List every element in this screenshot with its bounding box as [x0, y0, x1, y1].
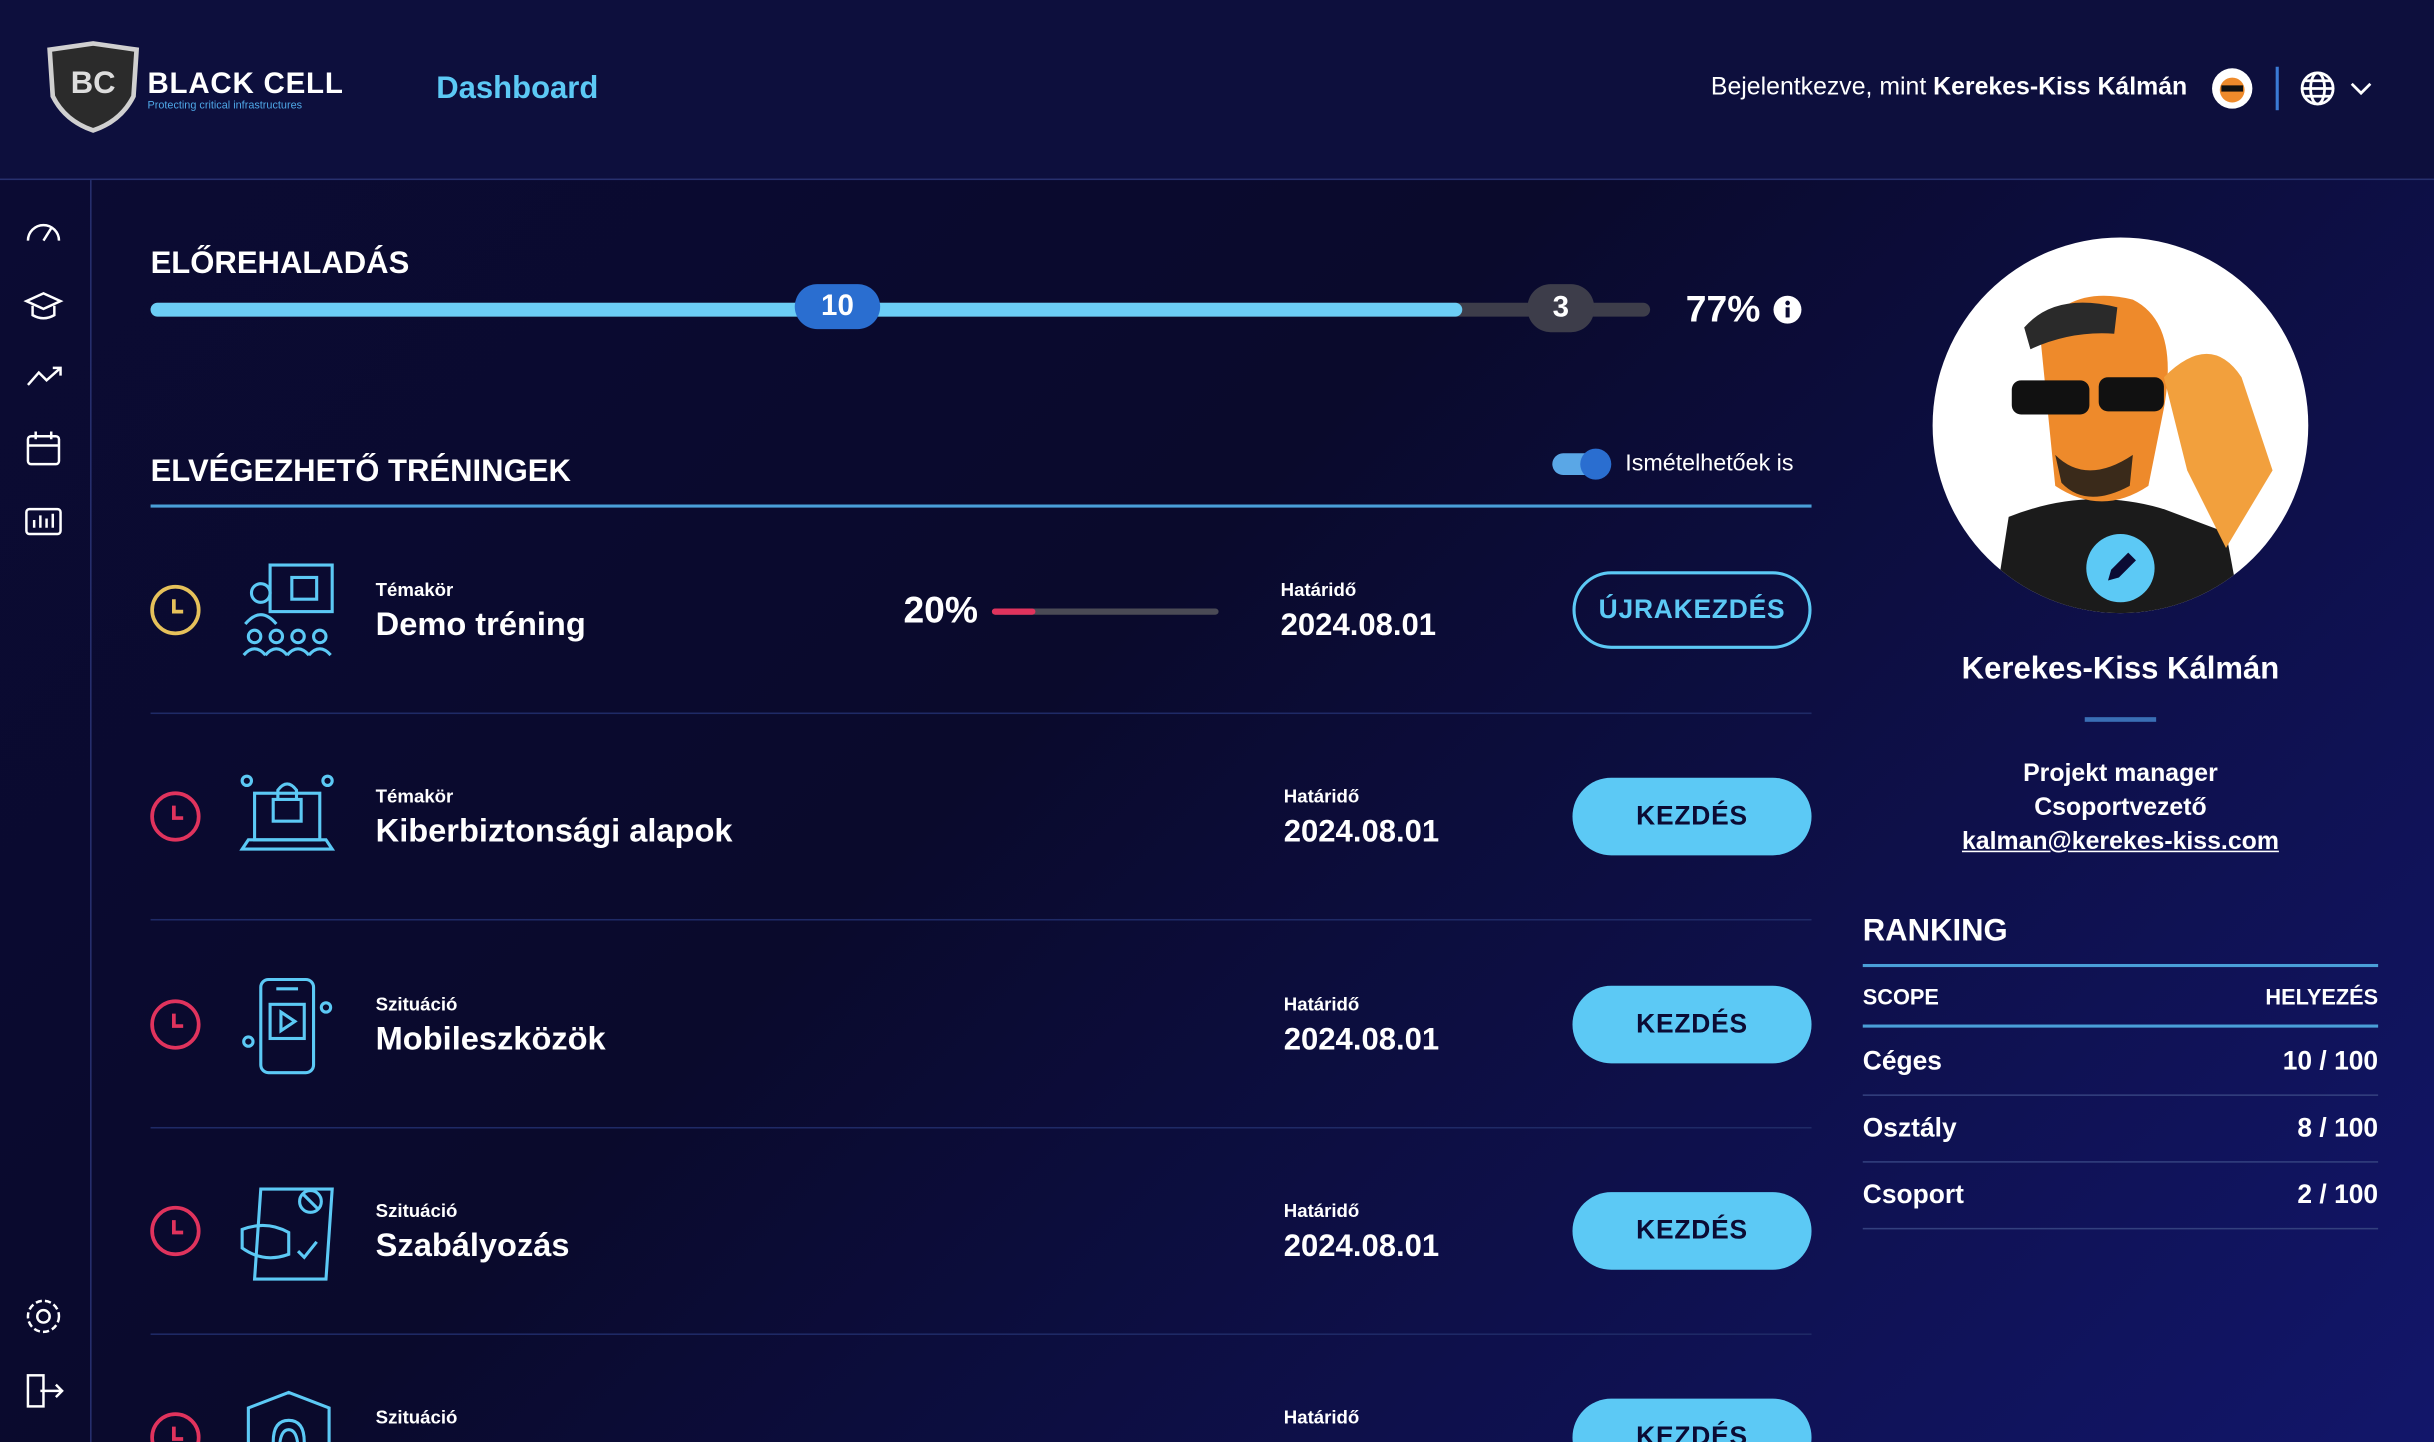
name-underline [2084, 717, 2157, 722]
logged-in: Bejelentkezve, mint Kerekes-Kiss Kálmán [1711, 75, 2187, 103]
progress-percent: 77% [1685, 288, 1761, 331]
training-category: Szituáció [375, 1406, 458, 1429]
training-title: Kiberbiztonsági alapok [375, 813, 733, 850]
row-divider [150, 712, 1812, 715]
deadline-label: Határidő [1283, 1199, 1360, 1222]
status-clock [150, 1412, 201, 1442]
header [0, 0, 2434, 181]
deadline: 2024.08.01 [1283, 1229, 1440, 1264]
ranking-scope: Csoport [1862, 1179, 1964, 1210]
training-title: Demo tréning [375, 606, 586, 643]
ranking-place: 10 / 100 [2282, 1046, 2379, 1076]
ranking-header-line [1862, 1024, 2379, 1028]
training-title: Szabályozás [375, 1227, 570, 1264]
sidebar-icons[interactable] [22, 211, 69, 1422]
ranking-place: 8 / 100 [2297, 1112, 2379, 1143]
header-user-name: Kerekes-Kiss Kálmán [1933, 74, 2188, 101]
ranking-row-line [1862, 1161, 2379, 1163]
toggle-label: Ismételhetőek is [1625, 450, 1794, 477]
training-progress: 20% [903, 589, 979, 632]
edit-avatar-button[interactable] [2085, 532, 2156, 603]
profile-role: Projekt manager [2023, 760, 2218, 788]
ranking-scope: Céges [1862, 1046, 1942, 1076]
start-button[interactable]: KEZDÉS [1572, 1398, 1812, 1442]
training-category: Témakör [375, 785, 454, 808]
ranking-scope: Osztály [1862, 1112, 1957, 1143]
training-progress-track [991, 608, 1219, 615]
deadline: 2024.08.01 [1283, 815, 1440, 850]
status-clock [150, 1205, 201, 1256]
profile-email[interactable]: kalman@kerekes-kiss.com [1961, 828, 2279, 856]
training-title: Mobileszközök [375, 1020, 606, 1057]
trainings-underline [150, 504, 1812, 508]
ranking-col: HELYEZÉS [2265, 984, 2379, 1009]
start-button[interactable]: ÚJRAKEZDÉS [1572, 571, 1812, 649]
logo-tagline: Protecting critical infrastructures [147, 100, 303, 112]
deadline-label: Határidő [1283, 1406, 1360, 1429]
training-icon [240, 1187, 334, 1281]
user-avatar-small[interactable] [2210, 67, 2253, 110]
ranking-row-line [1862, 1094, 2379, 1096]
start-button[interactable]: KEZDÉS [1572, 985, 1812, 1063]
ranking-place: 2 / 100 [2297, 1179, 2379, 1210]
trainings-title: ELVÉGEZHETŐ TRÉNINGEK [150, 454, 571, 489]
status-clock [150, 998, 201, 1050]
logo-title: BLACK CELL [147, 68, 344, 101]
training-icon [239, 775, 336, 852]
profile-name: Kerekes-Kiss Kálmán [1961, 651, 2280, 687]
sidebar-border [90, 180, 92, 1442]
divider [2275, 66, 2279, 111]
status-clock [150, 791, 201, 843]
info-icon[interactable] [1773, 295, 1802, 324]
svg-text:BC: BC [71, 65, 116, 100]
progress-title: ELŐREHALADÁS [150, 246, 410, 281]
row-divider [150, 1333, 1812, 1335]
nav-title[interactable]: Dashboard [436, 71, 599, 106]
training-icon [242, 563, 334, 657]
logged-in-prefix: Bejelentkezve, mint [1710, 74, 1927, 101]
deadline-label: Határidő [1283, 992, 1360, 1015]
status-clock [150, 584, 201, 636]
profile-position: Csoportvezető [2034, 794, 2207, 822]
deadline: 2024.08.01 [1280, 608, 1437, 643]
toggle[interactable] [1552, 448, 1612, 480]
logo-shield: BC [47, 41, 140, 133]
training-category: Szituáció [375, 1199, 458, 1222]
start-button[interactable]: KEZDÉS [1572, 778, 1812, 856]
ranking-underline [1862, 963, 2379, 968]
profile-avatar [1932, 237, 2309, 614]
ranking-col: SCOPE [1862, 984, 1939, 1009]
row-divider [150, 919, 1812, 921]
row-divider [150, 1126, 1812, 1128]
ranking-row-line [1862, 1227, 2379, 1230]
start-button[interactable]: KEZDÉS [1572, 1191, 1812, 1270]
training-category: Szituáció [375, 992, 458, 1015]
progress-remaining: 3 [1527, 284, 1595, 333]
progress-completed: 10 [794, 284, 881, 330]
language-selector[interactable] [2299, 70, 2380, 107]
training-icon [246, 1391, 331, 1442]
training-category: Témakör [375, 579, 454, 601]
deadline-label: Határidő [1283, 785, 1360, 808]
training-icon [242, 977, 333, 1074]
deadline-label: Határidő [1280, 579, 1357, 601]
ranking-title: RANKING [1862, 914, 2008, 949]
deadline: 2024.08.01 [1283, 1022, 1440, 1057]
